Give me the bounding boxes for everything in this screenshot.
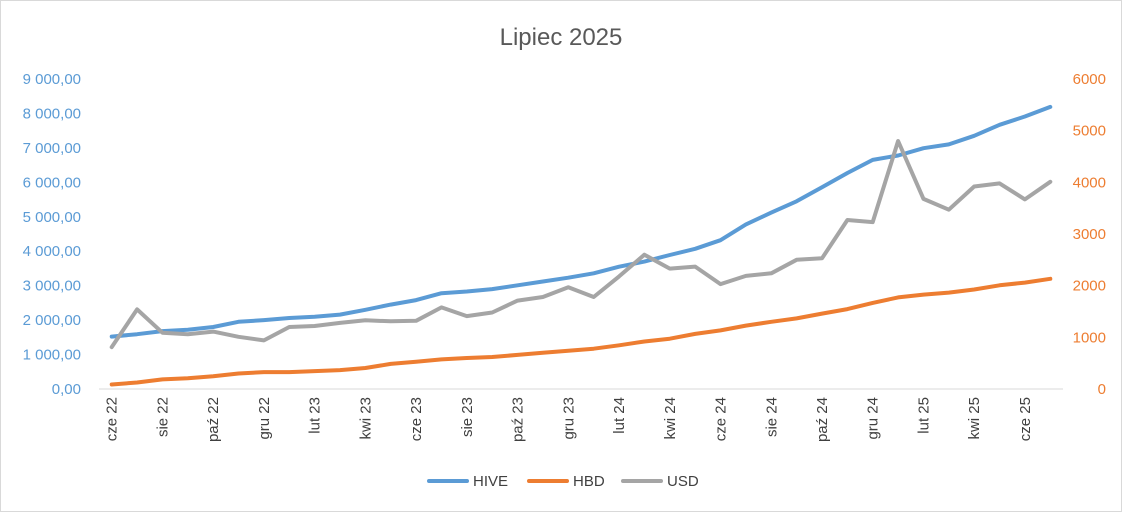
x-axis-tick-label: paź 23 — [510, 397, 527, 442]
x-axis-tick-label: sie 22 — [154, 397, 171, 437]
right-axis-tick-label: 6000 — [1073, 71, 1106, 88]
series-layer — [109, 104, 1053, 387]
x-axis-tick-label: paź 22 — [205, 397, 222, 442]
x-axis-tick-label: gru 22 — [256, 397, 273, 440]
right-axis-tick-label: 4000 — [1073, 174, 1106, 191]
right-axis-tick-label: 2000 — [1073, 278, 1106, 295]
left-axis-ticks: 0,00 1 000,00 2 000,00 3 000,00 4 000,00 5 00… — [23, 71, 81, 398]
x-axis-tick-label: cze 25 — [1017, 397, 1034, 441]
left-axis-tick-label: 5 000,00 — [23, 209, 81, 226]
right-axis-tick-label: 1000 — [1073, 329, 1106, 346]
right-axis-tick-label: 0 — [1098, 381, 1106, 398]
x-axis-tick-label: sie 23 — [459, 397, 476, 437]
left-axis-tick-label: 7 000,00 — [23, 140, 81, 157]
x-axis-tick-label: cze 23 — [408, 397, 425, 441]
x-axis-ticks: cze 22 sie 22 paź 22 gru 22 lut 23 kwi 23 cze … — [104, 397, 1034, 442]
x-axis-tick-label: kwi 24 — [662, 397, 679, 440]
x-axis-tick-label: kwi 23 — [357, 397, 374, 440]
x-axis-tick-label: kwi 25 — [966, 397, 983, 440]
left-axis-tick-label: 1 000,00 — [23, 347, 81, 364]
x-axis-tick-label: gru 23 — [560, 397, 577, 440]
x-axis-tick-label: lut 23 — [307, 397, 324, 434]
left-axis-tick-label: 3 000,00 — [23, 278, 81, 295]
x-axis-tick-label: cze 24 — [713, 397, 730, 441]
legend-label-hbd: HBD — [573, 473, 605, 490]
series-line-hbd — [109, 276, 1053, 387]
x-axis-tick-label: cze 22 — [104, 397, 121, 441]
x-axis-tick-label: sie 24 — [763, 397, 780, 437]
left-axis-tick-label: 4 000,00 — [23, 243, 81, 260]
x-axis-tick-label: lut 25 — [915, 397, 932, 434]
left-axis-tick-label: 6 000,00 — [23, 174, 81, 191]
right-axis-tick-label: 5000 — [1073, 123, 1106, 140]
x-axis-tick-label: paź 24 — [814, 397, 831, 442]
x-axis-tick-label: lut 24 — [611, 397, 628, 434]
legend-label-hive: HIVE — [473, 473, 508, 490]
left-axis-tick-label: 2 000,00 — [23, 312, 81, 329]
legend-label-usd: USD — [667, 473, 699, 490]
chart-title: Lipiec 2025 — [500, 24, 623, 51]
right-axis-ticks: 0 1000 2000 3000 4000 5000 6000 — [1073, 71, 1106, 398]
series-line-hive — [109, 104, 1053, 339]
left-axis-tick-label: 9 000,00 — [23, 71, 81, 88]
right-axis-tick-label: 3000 — [1073, 226, 1106, 243]
x-axis-tick-label: gru 24 — [865, 397, 882, 440]
left-axis-tick-label: 0,00 — [52, 381, 81, 398]
legend: HIVE HBD USD — [427, 473, 699, 490]
series-line-usd — [109, 139, 1053, 350]
left-axis-tick-label: 8 000,00 — [23, 105, 81, 122]
